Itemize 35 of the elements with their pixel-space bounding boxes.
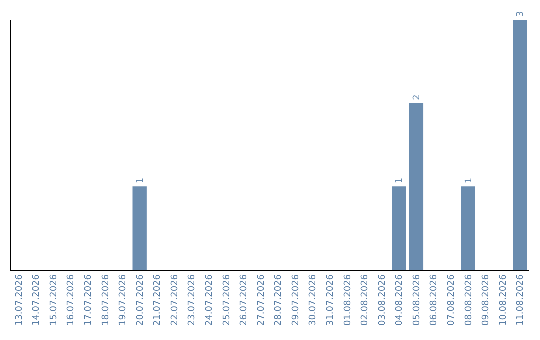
x-tick-label: 23.07.2026: [188, 274, 198, 326]
x-tick-label: 03.08.2026: [378, 274, 388, 326]
x-tick-label: 04.08.2026: [395, 274, 406, 326]
x-tick-label: 13.07.2026: [14, 274, 25, 326]
x-tick-label: 19.07.2026: [118, 274, 129, 326]
x-tick-label: 16.07.2026: [66, 274, 77, 326]
data-label: 2: [412, 94, 422, 100]
x-tick-label: 05.08.2026: [412, 274, 422, 326]
x-tick-label: 31.07.2026: [326, 274, 336, 326]
data-label: 1: [395, 178, 406, 184]
x-tick-label: 08.08.2026: [464, 274, 474, 326]
x-tick-label: 22.07.2026: [170, 274, 180, 326]
x-tick-label: 11.08.2026: [516, 274, 526, 326]
x-tick-label: 10.08.2026: [498, 274, 509, 326]
x-tick-label: 21.07.2026: [153, 274, 164, 326]
x-tick-label: 28.07.2026: [274, 274, 284, 326]
x-tick-label: 17.07.2026: [84, 274, 94, 326]
x-tick-label: 06.08.2026: [430, 274, 440, 326]
x-tick-label: 20.07.2026: [136, 274, 146, 326]
x-tick-label: 29.07.2026: [291, 274, 302, 326]
x-tick-label: 01.08.2026: [343, 274, 354, 326]
data-label: 1: [136, 178, 146, 184]
x-tick-label: 26.07.2026: [240, 274, 250, 326]
x-tick-label: 07.08.2026: [447, 274, 458, 326]
x-tick-label: 18.07.2026: [101, 274, 112, 326]
data-label: 1: [464, 178, 474, 184]
x-tick-label: 15.07.2026: [49, 274, 60, 326]
x-tick-label: 02.08.2026: [360, 274, 371, 326]
x-tick-label: 09.08.2026: [482, 274, 492, 326]
x-tick-label: 25.07.2026: [222, 274, 232, 326]
data-label: 3: [516, 11, 526, 17]
x-tick-label: 14.07.2026: [32, 274, 42, 326]
x-tick-label: 27.07.2026: [256, 274, 267, 326]
x-tick-label: 30.07.2026: [308, 274, 319, 326]
x-tick-label: 24.07.2026: [204, 274, 215, 326]
